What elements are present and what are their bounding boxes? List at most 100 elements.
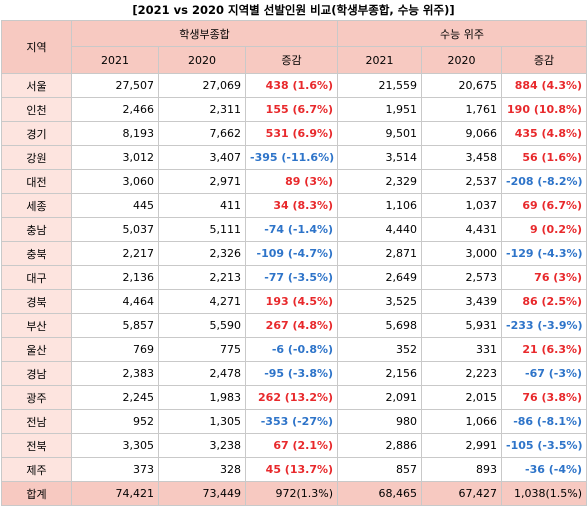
holistic-2021-cell: 2,466 bbox=[71, 97, 159, 122]
holistic-change-cell: -395 (-11.6%) bbox=[244, 145, 339, 170]
csat-2020-cell: 4,431 bbox=[421, 217, 503, 242]
region-cell: 충남 bbox=[1, 217, 72, 242]
region-cell: 경남 bbox=[1, 361, 72, 386]
holistic-2020-cell: 5,590 bbox=[158, 313, 246, 338]
csat-change-cell: -86 (-8.1%) bbox=[501, 409, 587, 434]
holistic-change-cell: 89 (3%) bbox=[244, 169, 339, 194]
table-body: 서울 27,507 27,069 438 (1.6%) 21,559 20,675 884 … bbox=[1, 73, 587, 506]
csat-2021-cell: 2,156 bbox=[337, 361, 423, 386]
region-cell: 대전 bbox=[1, 169, 72, 194]
holistic-2020-cell: 1,983 bbox=[158, 385, 246, 410]
holistic-2021-cell: 4,464 bbox=[71, 289, 159, 314]
csat-change-cell: 884 (4.3%) bbox=[501, 73, 587, 98]
region-cell: 경기 bbox=[1, 121, 72, 146]
csat-2021-cell: 4,440 bbox=[337, 217, 423, 242]
csat-2021-cell: 3,525 bbox=[337, 289, 423, 314]
csat-2020-cell: 2,223 bbox=[421, 361, 503, 386]
header-csat-2020: 2020 bbox=[421, 46, 503, 74]
csat-2021-cell: 980 bbox=[337, 409, 423, 434]
header-group-csat: 수능 위주 bbox=[337, 20, 587, 47]
holistic-change-cell: 267 (4.8%) bbox=[244, 313, 339, 338]
holistic-change-cell: 193 (4.5%) bbox=[244, 289, 339, 314]
header-holistic-2021: 2021 bbox=[71, 46, 159, 74]
table-row: 대전 3,060 2,971 89 (3%) 2,329 2,537 -208 (-8.2%… bbox=[1, 169, 587, 194]
csat-2020-cell: 2,015 bbox=[421, 385, 503, 410]
csat-change-cell: -36 (-4%) bbox=[501, 457, 587, 482]
holistic-2020-cell: 4,271 bbox=[158, 289, 246, 314]
holistic-2021-cell: 2,136 bbox=[71, 265, 159, 290]
csat-2021-cell: 5,698 bbox=[337, 313, 423, 338]
region-cell: 세종 bbox=[1, 193, 72, 218]
holistic-change-cell: -109 (-4.7%) bbox=[244, 241, 339, 266]
region-cell: 부산 bbox=[1, 313, 72, 338]
holistic-2021-cell: 2,245 bbox=[71, 385, 159, 410]
csat-change-cell: 190 (10.8%) bbox=[501, 97, 587, 122]
holistic-2021-cell: 769 bbox=[71, 337, 159, 362]
holistic-change-cell: -353 (-27%) bbox=[244, 409, 339, 434]
holistic-change-cell: 438 (1.6%) bbox=[244, 73, 339, 98]
holistic-change-cell: -74 (-1.4%) bbox=[244, 217, 339, 242]
holistic-2021-cell: 952 bbox=[71, 409, 159, 434]
holistic-change-cell: 262 (13.2%) bbox=[244, 385, 339, 410]
csat-change-cell: 435 (4.8%) bbox=[501, 121, 587, 146]
table-row: 제주 373 328 45 (13.7%) 857 893 -36 (-4%) bbox=[1, 457, 587, 482]
table-row: 서울 27,507 27,069 438 (1.6%) 21,559 20,675 884 … bbox=[1, 73, 587, 98]
holistic-2020-cell: 2,971 bbox=[158, 169, 246, 194]
table-row: 인천 2,466 2,311 155 (6.7%) 1,951 1,761 190 (10.… bbox=[1, 97, 587, 122]
table-row: 경남 2,383 2,478 -95 (-3.8%) 2,156 2,223 -67 (-3… bbox=[1, 361, 587, 386]
csat-2020-cell: 2,537 bbox=[421, 169, 503, 194]
table-row: 경기 8,193 7,662 531 (6.9%) 9,501 9,066 435 (4.8… bbox=[1, 121, 587, 146]
holistic-2021-cell: 27,507 bbox=[71, 73, 159, 98]
holistic-2021-cell: 2,217 bbox=[71, 241, 159, 266]
holistic-2021-cell: 3,305 bbox=[71, 433, 159, 458]
holistic-2020-cell: 2,326 bbox=[158, 241, 246, 266]
holistic-2021-cell: 5,037 bbox=[71, 217, 159, 242]
csat-2020-cell: 3,439 bbox=[421, 289, 503, 314]
csat-2020-cell: 3,458 bbox=[421, 145, 503, 170]
csat-2021-cell: 2,871 bbox=[337, 241, 423, 266]
region-cell: 인천 bbox=[1, 97, 72, 122]
csat-2021-cell: 857 bbox=[337, 457, 423, 482]
csat-change-cell: 76 (3.8%) bbox=[501, 385, 587, 410]
table-title: [2021 vs 2020 지역별 선발인원 비교(학생부종합, 수능 위주)] bbox=[132, 3, 455, 17]
holistic-2020-cell: 2,311 bbox=[158, 97, 246, 122]
csat-2021-cell: 1,951 bbox=[337, 97, 423, 122]
csat-2020-cell: 2,573 bbox=[421, 265, 503, 290]
csat-2021-cell: 2,329 bbox=[337, 169, 423, 194]
csat-2021-cell: 2,649 bbox=[337, 265, 423, 290]
csat-change-cell: 56 (1.6%) bbox=[501, 145, 587, 170]
holistic-2021-cell: 445 bbox=[71, 193, 159, 218]
table-row: 광주 2,245 1,983 262 (13.2%) 2,091 2,015 76 (3.8… bbox=[1, 385, 587, 410]
table-row: 울산 769 775 -6 (-0.8%) 352 331 21 (6.3%) bbox=[1, 337, 587, 362]
csat-change-cell: 86 (2.5%) bbox=[501, 289, 587, 314]
holistic-2020-cell: 1,305 bbox=[158, 409, 246, 434]
holistic-2021-cell: 5,857 bbox=[71, 313, 159, 338]
total-holistic-change: 972(1.3%) bbox=[244, 481, 339, 506]
holistic-change-cell: 155 (6.7%) bbox=[244, 97, 339, 122]
total-csat-2020: 67,427 bbox=[421, 481, 503, 506]
table-row: 경북 4,464 4,271 193 (4.5%) 3,525 3,439 86 (2.5%… bbox=[1, 289, 587, 314]
csat-2020-cell: 331 bbox=[421, 337, 503, 362]
region-cell: 경북 bbox=[1, 289, 72, 314]
region-cell: 전남 bbox=[1, 409, 72, 434]
holistic-2020-cell: 7,662 bbox=[158, 121, 246, 146]
csat-2021-cell: 352 bbox=[337, 337, 423, 362]
holistic-change-cell: 531 (6.9%) bbox=[244, 121, 339, 146]
region-cell: 제주 bbox=[1, 457, 72, 482]
csat-change-cell: -233 (-3.9%) bbox=[501, 313, 587, 338]
total-holistic-2021: 74,421 bbox=[71, 481, 159, 506]
table-row: 세종 445 411 34 (8.3%) 1,106 1,037 69 (6.7%) bbox=[1, 193, 587, 218]
region-cell: 대구 bbox=[1, 265, 72, 290]
csat-change-cell: 69 (6.7%) bbox=[501, 193, 587, 218]
holistic-2020-cell: 3,238 bbox=[158, 433, 246, 458]
csat-2021-cell: 2,091 bbox=[337, 385, 423, 410]
header-csat-change: 증감 bbox=[501, 46, 587, 74]
holistic-2021-cell: 8,193 bbox=[71, 121, 159, 146]
csat-change-cell: -105 (-3.5%) bbox=[501, 433, 587, 458]
holistic-change-cell: 34 (8.3%) bbox=[244, 193, 339, 218]
csat-change-cell: 9 (0.2%) bbox=[501, 217, 587, 242]
holistic-2020-cell: 5,111 bbox=[158, 217, 246, 242]
total-label: 합계 bbox=[1, 481, 72, 506]
holistic-change-cell: -77 (-3.5%) bbox=[244, 265, 339, 290]
csat-change-cell: 76 (3%) bbox=[501, 265, 587, 290]
